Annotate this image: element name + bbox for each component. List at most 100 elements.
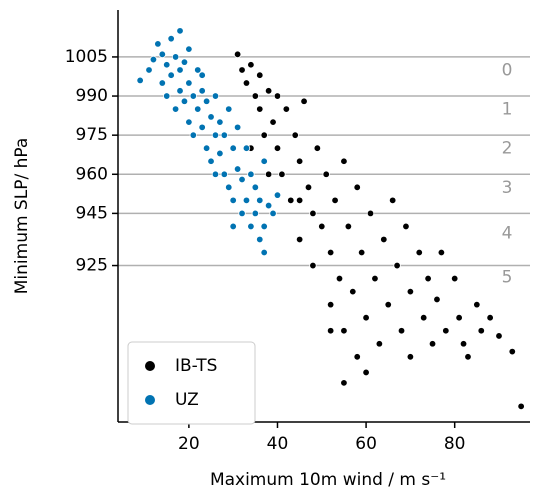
point xyxy=(149,55,158,64)
point xyxy=(291,131,299,139)
point xyxy=(211,131,220,139)
category-label: 1 xyxy=(502,100,513,120)
point xyxy=(242,196,251,205)
point xyxy=(216,149,224,158)
point xyxy=(256,71,264,79)
point xyxy=(176,66,184,74)
point xyxy=(251,183,260,192)
point xyxy=(406,287,415,296)
point xyxy=(464,353,472,361)
point xyxy=(331,196,339,205)
legend-marker xyxy=(145,395,155,405)
point xyxy=(353,353,361,361)
x-axis-label: Maximum 10m wind / m s⁻¹ xyxy=(210,470,446,490)
point xyxy=(256,196,264,205)
point xyxy=(349,287,357,296)
point xyxy=(229,144,237,152)
point xyxy=(198,87,206,95)
point xyxy=(406,353,415,361)
point xyxy=(247,170,255,178)
point xyxy=(393,261,401,270)
point xyxy=(313,144,322,152)
point xyxy=(269,118,277,126)
y-tick-label: 960 xyxy=(76,164,108,184)
point xyxy=(229,222,237,231)
point xyxy=(397,327,406,335)
point xyxy=(415,248,423,257)
point xyxy=(517,402,525,411)
point xyxy=(269,209,277,218)
point xyxy=(353,183,361,192)
point xyxy=(171,53,180,61)
point xyxy=(202,97,211,105)
category-label: 0 xyxy=(502,60,513,80)
point xyxy=(295,157,304,165)
point xyxy=(154,40,162,48)
point xyxy=(211,170,220,178)
point xyxy=(233,50,242,59)
point xyxy=(282,105,291,113)
point xyxy=(233,165,242,173)
point xyxy=(229,196,237,205)
point xyxy=(340,327,348,335)
point xyxy=(194,105,202,113)
y-tick-label: 925 xyxy=(76,256,108,276)
point xyxy=(198,123,206,132)
point xyxy=(185,79,193,87)
point xyxy=(375,340,384,348)
category-label: 3 xyxy=(502,178,513,198)
point xyxy=(220,131,229,139)
y-tick-label: 990 xyxy=(76,86,108,106)
point xyxy=(264,170,273,178)
point xyxy=(388,196,397,205)
point xyxy=(278,170,286,178)
point xyxy=(273,92,282,100)
point xyxy=(402,222,410,231)
point xyxy=(136,76,144,85)
point xyxy=(477,327,485,335)
point xyxy=(318,222,326,231)
x-tick-label: 20 xyxy=(178,434,200,454)
point xyxy=(207,157,215,165)
point xyxy=(450,274,459,283)
point xyxy=(295,235,304,244)
point xyxy=(455,313,463,322)
point xyxy=(216,118,224,126)
legend-box xyxy=(127,341,256,425)
point xyxy=(251,92,260,100)
point xyxy=(145,66,153,74)
point xyxy=(495,332,503,340)
point xyxy=(295,196,304,205)
point xyxy=(242,144,251,152)
legend-label: UZ xyxy=(175,390,199,410)
point xyxy=(202,144,211,152)
point xyxy=(273,191,282,199)
point xyxy=(340,157,348,165)
point xyxy=(180,58,189,66)
legend-label: IB-TS xyxy=(175,356,217,376)
point xyxy=(326,248,335,257)
point xyxy=(273,144,282,152)
point xyxy=(428,340,437,348)
point xyxy=(260,131,268,139)
point xyxy=(194,66,202,74)
point xyxy=(326,300,335,309)
point xyxy=(287,196,295,205)
point xyxy=(304,183,313,192)
point xyxy=(238,66,246,74)
point xyxy=(238,175,246,184)
point xyxy=(189,131,198,139)
point xyxy=(242,79,251,87)
x-tick-label: 40 xyxy=(267,434,289,454)
point xyxy=(322,170,330,178)
y-tick-label: 975 xyxy=(76,125,108,145)
point xyxy=(371,274,379,283)
point xyxy=(256,105,264,113)
point xyxy=(225,183,233,192)
point xyxy=(419,313,428,322)
point xyxy=(167,71,175,79)
point xyxy=(260,248,268,257)
point xyxy=(238,209,246,218)
point xyxy=(340,379,348,387)
